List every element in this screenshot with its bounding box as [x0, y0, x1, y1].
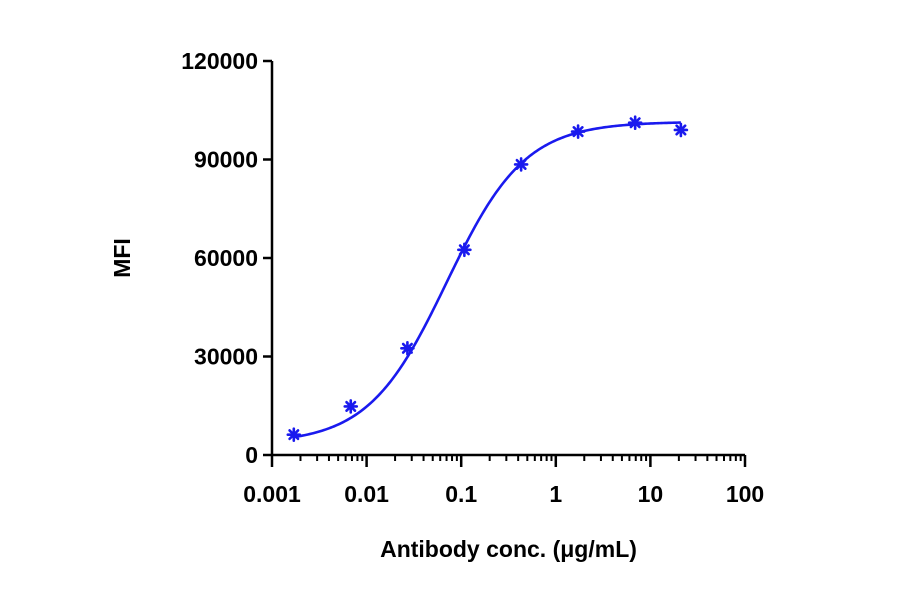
x-tick-label: 0.1 — [445, 481, 477, 507]
y-tick-label: 0 — [245, 442, 258, 468]
data-point — [343, 399, 359, 414]
data-point — [400, 340, 415, 356]
x-axis: 0.001 0.01 0.1 1 10 100 — [243, 453, 764, 507]
y-tick-label: 60000 — [194, 245, 258, 271]
x-tick-label: 0.001 — [243, 481, 301, 507]
y-axis: 0 30000 60000 90000 120000 — [181, 48, 274, 468]
y-tick-label: 30000 — [194, 344, 258, 370]
data-point — [673, 122, 689, 138]
x-tick-label: 10 — [638, 481, 664, 507]
data-point — [570, 124, 586, 139]
data-point — [286, 427, 302, 442]
data-point — [457, 242, 472, 258]
x-tick-label: 100 — [726, 481, 764, 507]
y-axis-title: MFI — [109, 238, 135, 278]
x-tick-label: 0.01 — [344, 481, 389, 507]
x-tick-label: 1 — [549, 481, 562, 507]
x-axis-title: Antibody conc. (μg/mL) — [380, 536, 637, 562]
y-tick-label: 120000 — [181, 48, 258, 74]
y-tick-label: 90000 — [194, 147, 258, 173]
data-points — [286, 115, 689, 442]
data-point — [513, 157, 529, 172]
fit-curve — [293, 121, 681, 439]
data-point — [627, 115, 643, 131]
